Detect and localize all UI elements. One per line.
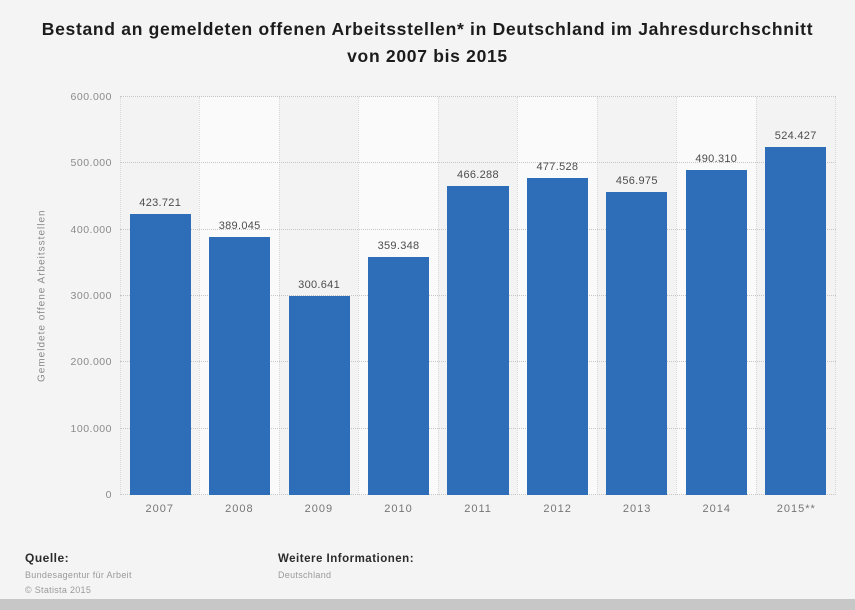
bar bbox=[765, 147, 827, 495]
y-tick-label: 100.000 bbox=[70, 422, 112, 435]
more-info-text: Deutschland bbox=[278, 570, 332, 580]
gridline bbox=[120, 162, 836, 164]
x-tick-label: 2008 bbox=[225, 503, 254, 515]
bar-column: 466.288 bbox=[437, 97, 518, 495]
x-tick-label: 2009 bbox=[304, 503, 334, 515]
more-info-block: Weitere Informationen: Deutschland bbox=[278, 553, 414, 580]
x-tick-label: 2011 bbox=[464, 503, 492, 515]
bar-column: 300.641 bbox=[278, 97, 359, 495]
x-tick-label: 2015** bbox=[776, 503, 816, 515]
bar bbox=[685, 169, 747, 495]
bar-value-label: 456.975 bbox=[615, 174, 658, 187]
bottom-bar bbox=[0, 599, 855, 610]
y-tick-label: 500.000 bbox=[70, 157, 112, 170]
x-tick-label: 2007 bbox=[145, 503, 175, 515]
y-tick-label: 0 bbox=[105, 489, 112, 501]
bar-value-label: 524.427 bbox=[774, 130, 817, 143]
source-label: Quelle: bbox=[25, 551, 70, 565]
bar-value-label: 490.310 bbox=[695, 152, 738, 165]
bar-columns: 423.721 389.045 300.641 359.348 466.288 477.5… bbox=[120, 97, 836, 495]
x-axis-labels: 2007 2008 2009 2010 2011 2012 2013 2014 2015** bbox=[120, 503, 836, 515]
bar bbox=[606, 191, 668, 495]
bar bbox=[447, 185, 509, 495]
bar-column: 389.045 bbox=[199, 97, 279, 495]
bar-column: 456.975 bbox=[596, 97, 677, 495]
bar bbox=[209, 236, 271, 495]
bar-value-label: 477.528 bbox=[536, 161, 579, 174]
y-axis-ticks: 0 100.000 200.000 300.000 400.000 500.000 600.… bbox=[0, 91, 112, 501]
x-tick-label: 2013 bbox=[622, 503, 652, 515]
x-tick-label: 2010 bbox=[384, 503, 413, 515]
y-tick-label: 300.000 bbox=[70, 290, 112, 302]
plot-area: 423.721 389.045 300.641 359.348 466.288 477.5… bbox=[120, 96, 836, 495]
y-tick-label: 400.000 bbox=[70, 223, 112, 236]
bar bbox=[526, 178, 588, 495]
bar-value-label: 423.721 bbox=[139, 196, 182, 209]
x-tick-label: 2012 bbox=[543, 503, 572, 515]
y-tick-label: 600.000 bbox=[70, 91, 112, 103]
bar-value-label: 389.045 bbox=[218, 219, 261, 232]
bar-value-label: 300.641 bbox=[298, 278, 341, 291]
bar-value-label: 359.348 bbox=[377, 239, 420, 252]
bar-column: 359.348 bbox=[358, 97, 438, 495]
bar-column: 477.528 bbox=[517, 97, 597, 495]
bar-value-label: 466.288 bbox=[457, 168, 499, 181]
gridline bbox=[120, 96, 836, 97]
more-info-label: Weitere Informationen: bbox=[278, 553, 415, 565]
source-block: Quelle: Bundesagentur für Arbeit © Stati… bbox=[25, 551, 132, 595]
copyright-text: © Statista 2015 bbox=[25, 585, 92, 595]
bar-column: 490.310 bbox=[676, 97, 756, 495]
bar-column: 423.721 bbox=[120, 97, 200, 495]
y-tick-label: 200.000 bbox=[70, 356, 112, 369]
bar bbox=[288, 295, 350, 495]
source-text: Bundesagentur für Arbeit bbox=[25, 570, 132, 580]
bar bbox=[367, 256, 430, 495]
bar bbox=[129, 213, 191, 495]
chart-title: Bestand an gemeldeten offenen Arbeitsste… bbox=[41, 19, 814, 66]
x-tick-label: 2014 bbox=[702, 503, 731, 515]
bar-column: 524.427 bbox=[755, 97, 836, 495]
